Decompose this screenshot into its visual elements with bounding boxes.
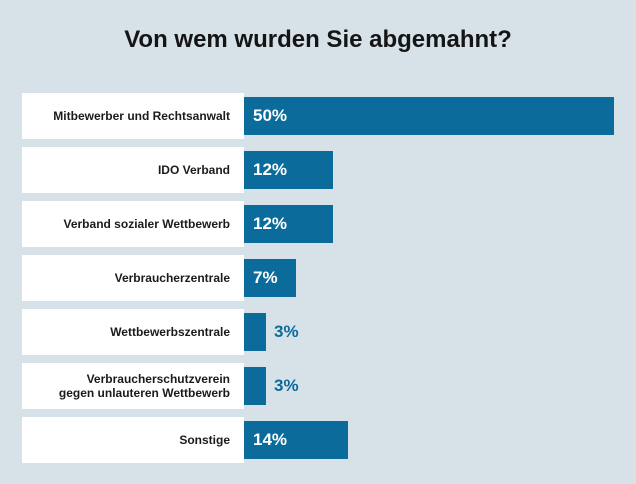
bar: [244, 151, 333, 189]
data-label: 50%: [253, 106, 288, 125]
data-label: 14%: [253, 430, 288, 449]
data-label: 7%: [253, 268, 278, 287]
bar: [244, 259, 296, 297]
category-label: Verbraucherzentrale: [114, 271, 230, 285]
category-label: Sonstige: [179, 433, 230, 447]
category-label-box: Sonstige: [22, 417, 244, 463]
category-label-box: IDO Verband: [22, 147, 244, 193]
category-label-box: Wettbewerbszentrale: [22, 309, 244, 355]
category-label: IDO Verband: [157, 163, 230, 177]
category-label-box: Verbraucherschutzverein gegen unlauteren…: [22, 363, 244, 409]
category-label-box: Verbraucherzentrale: [22, 255, 244, 301]
category-label-box: Mitbewerber und Rechtsanwalt: [22, 93, 244, 139]
bar: [244, 97, 614, 135]
category-label-box: Verband sozialer Wettbewerb: [22, 201, 244, 247]
bar: [244, 205, 333, 243]
category-label: Mitbewerber und Rechtsanwalt: [53, 109, 230, 123]
bar: [244, 367, 266, 405]
bar: [244, 421, 348, 459]
category-label: Wettbewerbszentrale: [110, 325, 230, 339]
category-label: Verband sozialer Wettbewerb: [63, 217, 231, 231]
chart-title: Von wem wurden Sie abgemahnt?: [124, 26, 512, 53]
data-label: 12%: [253, 214, 288, 233]
bar: [244, 313, 266, 351]
data-label: 3%: [274, 322, 299, 341]
data-label: 3%: [274, 376, 299, 395]
category-label: Verbraucherschutzverein gegen unlauteren…: [58, 372, 230, 400]
data-label: 12%: [253, 160, 288, 179]
